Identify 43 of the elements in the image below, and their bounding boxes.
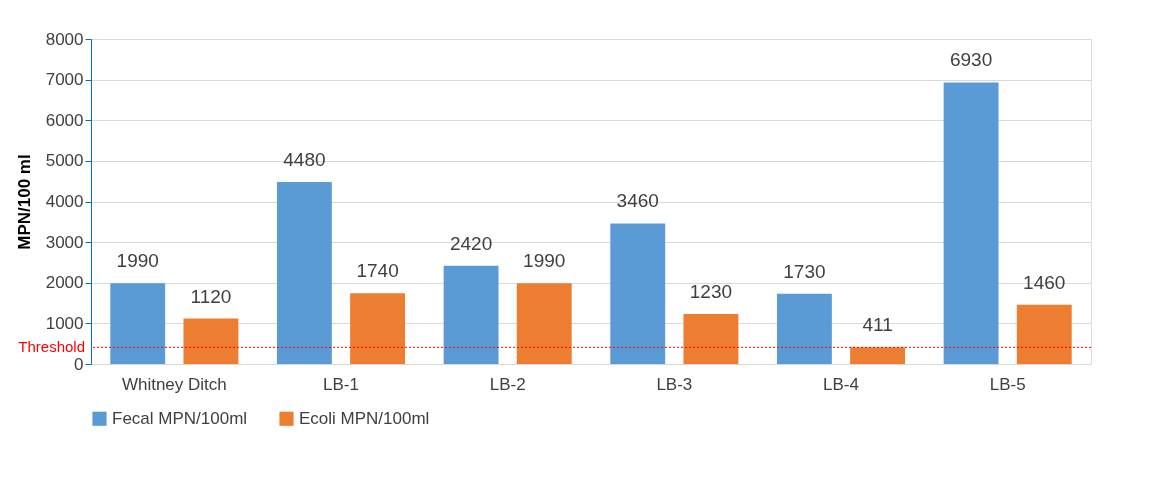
x-tick-label: Whitney Ditch — [121, 374, 227, 394]
x-tick-label: LB-3 — [656, 374, 693, 394]
data-label: 1990 — [116, 250, 159, 272]
y-tick-label: 4000 — [45, 192, 84, 211]
x-tick-label: LB-5 — [989, 374, 1026, 394]
x-tick-label: LB-4 — [823, 374, 859, 394]
data-label: 2420 — [449, 232, 493, 254]
bar — [610, 223, 666, 364]
y-tick-label: 7000 — [45, 70, 84, 90]
ref-line-label: Threshold — [18, 338, 85, 356]
bar — [850, 347, 906, 364]
legend-label: Ecoli MPN/100ml — [299, 408, 430, 428]
data-label: 3460 — [616, 190, 659, 212]
data-label: 1120 — [190, 285, 232, 307]
x-tick-label: LB-2 — [489, 374, 526, 394]
y-tick-label: 6000 — [45, 110, 84, 130]
y-tick-label: 0 — [74, 354, 84, 374]
y-tick-label: 1000 — [45, 313, 84, 333]
data-label: 4480 — [283, 149, 326, 170]
data-label: 1230 — [689, 281, 733, 303]
data-label: 6930 — [949, 49, 993, 71]
y-tick-label: 3000 — [45, 232, 84, 252]
data-label: 1990 — [523, 250, 566, 272]
bar — [776, 293, 832, 364]
y-tick-label: 8000 — [45, 29, 84, 49]
y-axis-title: MPN/100 ml — [14, 154, 34, 250]
bar — [350, 293, 406, 364]
data-label: 1740 — [356, 260, 399, 282]
bar — [683, 314, 739, 364]
bar — [943, 82, 999, 364]
data-label: 411 — [862, 314, 893, 336]
bar — [183, 318, 239, 364]
bar — [443, 265, 499, 364]
data-label: 1460 — [1023, 271, 1066, 293]
bar — [1016, 304, 1072, 364]
bar — [110, 283, 166, 364]
bar — [516, 283, 572, 364]
y-tick-label: 5000 — [45, 151, 84, 171]
y-tick-label: 2000 — [45, 273, 84, 293]
data-label: 1730 — [783, 260, 826, 282]
bar — [276, 182, 332, 364]
legend-label: Fecal MPN/100ml — [112, 408, 248, 428]
x-tick-label: LB-1 — [323, 374, 359, 394]
